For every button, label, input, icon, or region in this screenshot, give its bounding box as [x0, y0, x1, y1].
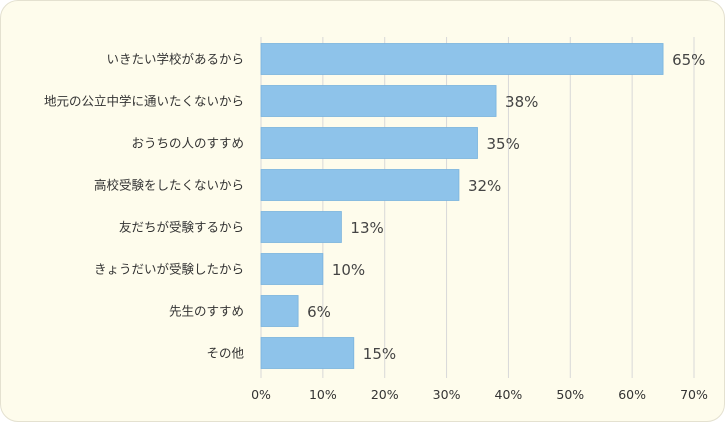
x-tick-label: 0%	[251, 387, 271, 402]
x-tick-label: 40%	[495, 387, 523, 402]
category-label: 友だちが受験するから	[119, 220, 244, 235]
bar	[260, 85, 497, 117]
bar	[260, 43, 664, 75]
x-tick-label: 50%	[556, 387, 584, 402]
data-label: 38%	[505, 93, 538, 111]
data-label: 13%	[350, 219, 383, 237]
x-tick-label: 70%	[680, 387, 708, 402]
data-label: 10%	[332, 261, 365, 279]
x-tick-label: 10%	[309, 387, 337, 402]
data-label: 32%	[468, 177, 501, 195]
category-label: いきたい学校があるから	[106, 52, 244, 67]
x-tick-label: 30%	[433, 387, 461, 402]
x-tick-label: 20%	[371, 387, 399, 402]
bar	[260, 169, 460, 201]
bar	[260, 337, 355, 369]
bar	[260, 295, 299, 327]
x-tick-label: 60%	[618, 387, 646, 402]
data-label: 15%	[363, 345, 396, 363]
category-label: 先生のすすめ	[169, 304, 244, 319]
data-label: 35%	[487, 135, 520, 153]
data-label: 65%	[672, 51, 705, 69]
bar	[260, 127, 478, 159]
category-label: その他	[206, 346, 244, 361]
category-label: おうちの人のすすめ	[131, 136, 244, 151]
category-label: きょうだいが受験したから	[94, 262, 244, 277]
bar	[260, 211, 342, 243]
category-label: 高校受験をしたくないから	[94, 178, 244, 193]
data-label: 6%	[307, 303, 331, 321]
category-label: 地元の公立中学に通いたくないから	[44, 94, 244, 109]
bar	[260, 253, 324, 285]
